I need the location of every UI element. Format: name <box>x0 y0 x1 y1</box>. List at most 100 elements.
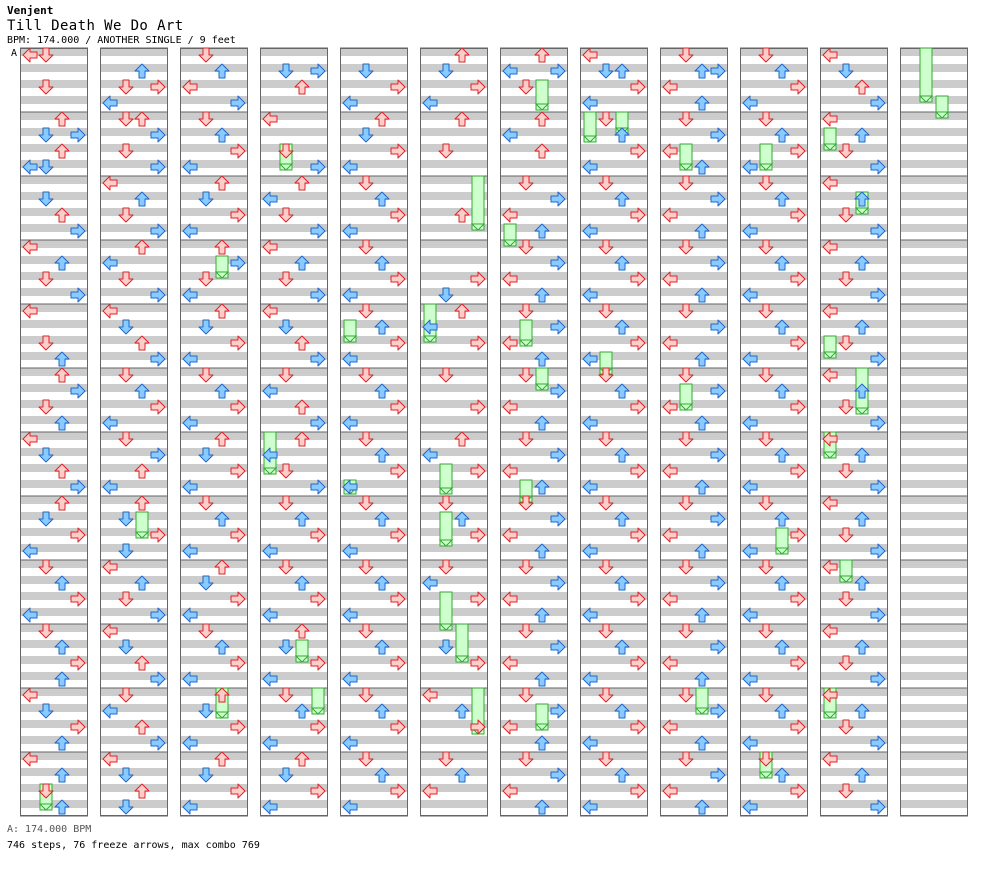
stripe-band <box>20 640 88 648</box>
stripe-band <box>820 400 888 408</box>
stripe-band <box>100 544 168 552</box>
stripe-band <box>420 672 488 680</box>
down-arrow-icon <box>758 47 774 63</box>
stripe-band <box>580 304 648 312</box>
stripe-band <box>500 496 568 504</box>
stripe-band <box>900 672 968 680</box>
down-arrow-icon <box>438 639 454 655</box>
down-arrow-icon <box>118 639 134 655</box>
down-arrow-icon <box>198 111 214 127</box>
left-arrow-icon <box>22 159 38 175</box>
right-arrow-icon <box>390 399 406 415</box>
left-arrow-icon <box>662 463 678 479</box>
stripe-band <box>340 128 408 136</box>
stripe-band <box>740 48 808 56</box>
right-arrow-icon <box>470 527 486 543</box>
up-arrow-icon <box>214 687 230 703</box>
right-arrow-icon <box>870 287 886 303</box>
stripe-band <box>20 272 88 280</box>
up-arrow-icon <box>534 607 550 623</box>
stripe-band <box>100 592 168 600</box>
stripe-band <box>660 768 728 776</box>
left-arrow-icon <box>342 351 358 367</box>
left-arrow-icon <box>742 223 758 239</box>
left-arrow-icon <box>502 399 518 415</box>
up-arrow-icon <box>54 351 70 367</box>
stripe-band <box>500 800 568 808</box>
stripe-band <box>500 320 568 328</box>
stripe-band <box>180 784 248 792</box>
down-arrow-icon <box>118 111 134 127</box>
left-arrow-icon <box>182 735 198 751</box>
stripe-band <box>180 496 248 504</box>
freeze-tail <box>294 655 310 663</box>
stripe-band <box>900 560 968 568</box>
stripe-band <box>660 240 728 248</box>
stripe-band <box>180 368 248 376</box>
stripe-band <box>20 192 88 200</box>
right-arrow-icon <box>630 655 646 671</box>
stripe-band <box>420 464 488 472</box>
stripe-band <box>500 96 568 104</box>
down-arrow-icon <box>838 719 854 735</box>
stripe-band <box>820 752 888 760</box>
left-arrow-icon <box>502 127 518 143</box>
stripe-band <box>660 144 728 152</box>
stripe-band <box>420 528 488 536</box>
up-arrow-icon <box>134 463 150 479</box>
down-arrow-icon <box>678 303 694 319</box>
up-arrow-icon <box>374 703 390 719</box>
stripe-band <box>260 400 328 408</box>
stripe-band <box>900 192 968 200</box>
stripe-band <box>740 448 808 456</box>
down-arrow-icon <box>278 271 294 287</box>
down-arrow-icon <box>598 303 614 319</box>
stripe-band <box>180 752 248 760</box>
right-arrow-icon <box>150 671 166 687</box>
left-arrow-icon <box>342 415 358 431</box>
down-arrow-icon <box>438 287 454 303</box>
down-arrow-icon <box>278 687 294 703</box>
right-arrow-icon <box>790 591 806 607</box>
stripe-band <box>420 752 488 760</box>
left-arrow-icon <box>182 543 198 559</box>
stripe-band <box>500 416 568 424</box>
stripe-band <box>660 288 728 296</box>
left-arrow-icon <box>822 687 838 703</box>
stripe-band <box>420 240 488 248</box>
stripe-band <box>340 480 408 488</box>
stripe-band <box>820 208 888 216</box>
stripe-band <box>420 656 488 664</box>
stripe-band <box>740 464 808 472</box>
stripe-band <box>500 576 568 584</box>
freeze-tail <box>758 163 774 171</box>
stripe-band <box>180 176 248 184</box>
freeze-tail <box>934 111 950 119</box>
stripe-band <box>900 512 968 520</box>
stripe-band <box>500 256 568 264</box>
right-arrow-icon <box>630 463 646 479</box>
chart-column <box>580 47 648 817</box>
stripe-band <box>340 272 408 280</box>
freeze-arrow <box>438 463 454 495</box>
stripe-band <box>580 416 648 424</box>
chart-column <box>340 47 408 817</box>
stripe-band <box>20 672 88 680</box>
stripe-band <box>420 592 488 600</box>
down-arrow-icon <box>838 463 854 479</box>
down-arrow-icon <box>278 367 294 383</box>
stripe-band <box>340 720 408 728</box>
stripe-band <box>420 704 488 712</box>
right-arrow-icon <box>870 671 886 687</box>
down-arrow-icon <box>358 559 374 575</box>
stripe-band <box>500 176 568 184</box>
down-arrow-icon <box>198 703 214 719</box>
right-arrow-icon <box>310 351 326 367</box>
right-arrow-icon <box>470 463 486 479</box>
stripe-band <box>660 704 728 712</box>
stripe-band <box>420 208 488 216</box>
freeze-tail <box>854 407 870 415</box>
stripe-band <box>260 128 328 136</box>
